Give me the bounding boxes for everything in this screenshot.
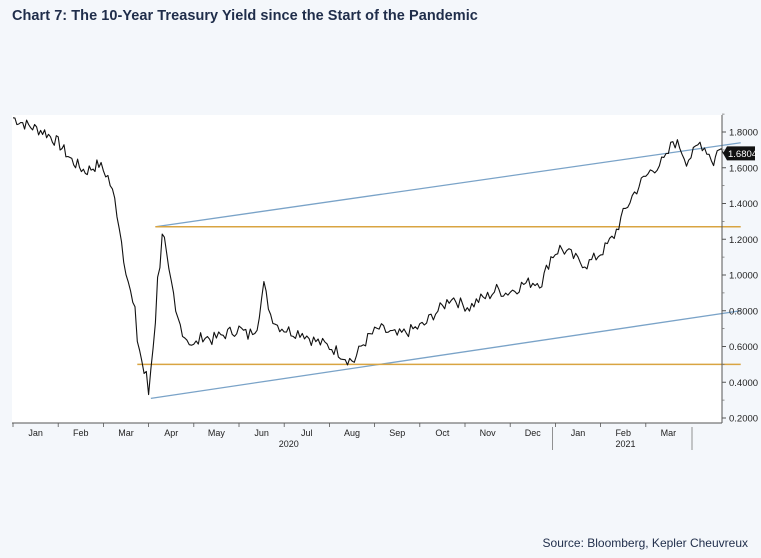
y-tick-label: 0.8000 <box>729 306 758 317</box>
x-tick-label: Apr <box>164 428 178 438</box>
chart-title: Chart 7: The 10-Year Treasury Yield sinc… <box>12 8 478 24</box>
series-layer <box>12 117 724 396</box>
x-tick-label: May <box>208 428 226 438</box>
x-tick-label: Jul <box>301 428 313 438</box>
yield-series-line <box>12 117 724 396</box>
x-tick-label: Jan <box>28 428 43 438</box>
x-tick-label: Jan <box>571 428 586 438</box>
x-tick-label: Sep <box>389 428 405 438</box>
upper-trend-line <box>155 142 741 228</box>
last-value-box <box>723 146 755 161</box>
x-tick-label: Dec <box>525 428 542 438</box>
x-tick-label: Feb <box>615 428 631 438</box>
y-tick-label: 0.6000 <box>729 342 758 353</box>
annotations-layer <box>137 142 741 399</box>
y-tick-label: 1.0000 <box>729 271 758 282</box>
y-tick-label: 1.8000 <box>729 128 758 139</box>
y-tick-label: 1.2000 <box>729 235 758 246</box>
lower-trend-line <box>150 310 741 399</box>
y-tick-label: 1.4000 <box>729 199 758 210</box>
x-year-label: 2021 <box>615 439 635 449</box>
x-tick-label: Nov <box>480 428 497 438</box>
last-value-label: 1.6804 <box>728 149 757 160</box>
x-year-label: 2020 <box>279 439 299 449</box>
y-tick-label: 0.4000 <box>729 378 758 389</box>
x-tick-label: Oct <box>435 428 450 438</box>
x-tick-label: Aug <box>344 428 360 438</box>
x-tick-label: Mar <box>661 428 677 438</box>
x-tick-label: Feb <box>73 428 89 438</box>
x-tick-label: Mar <box>118 428 134 438</box>
y-tick-label: 0.2000 <box>729 414 758 425</box>
x-tick-label: Jun <box>254 428 269 438</box>
plot-background <box>12 115 722 423</box>
source-note: Source: Bloomberg, Kepler Cheuvreux <box>542 536 748 550</box>
y-tick-label: 1.6000 <box>729 163 758 174</box>
axis-layer: 0.2000 0.4000 0.6000 0.8000 1.0000 1.2000 1.40… <box>12 113 758 450</box>
